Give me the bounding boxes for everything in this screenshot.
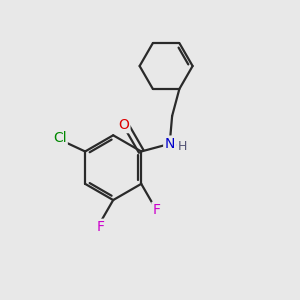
Text: O: O: [118, 118, 129, 132]
Text: Cl: Cl: [53, 131, 67, 145]
Text: H: H: [177, 140, 187, 153]
Text: H: H: [177, 140, 187, 153]
Text: F: F: [153, 203, 161, 217]
Text: F: F: [97, 220, 105, 234]
Text: F: F: [97, 220, 105, 234]
Text: N: N: [164, 137, 175, 151]
Text: N: N: [164, 137, 175, 151]
Text: O: O: [118, 118, 129, 132]
Text: Cl: Cl: [53, 131, 67, 145]
Text: F: F: [153, 203, 161, 217]
